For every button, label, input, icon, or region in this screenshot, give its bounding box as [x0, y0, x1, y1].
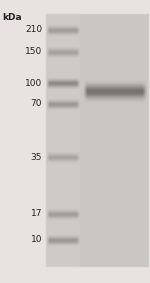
Text: 210: 210	[25, 25, 42, 35]
Text: kDa: kDa	[2, 13, 22, 22]
Text: 150: 150	[25, 48, 42, 57]
Text: 17: 17	[30, 209, 42, 218]
Text: 70: 70	[30, 100, 42, 108]
Text: 35: 35	[30, 153, 42, 162]
Text: 10: 10	[30, 235, 42, 245]
Text: 100: 100	[25, 78, 42, 87]
